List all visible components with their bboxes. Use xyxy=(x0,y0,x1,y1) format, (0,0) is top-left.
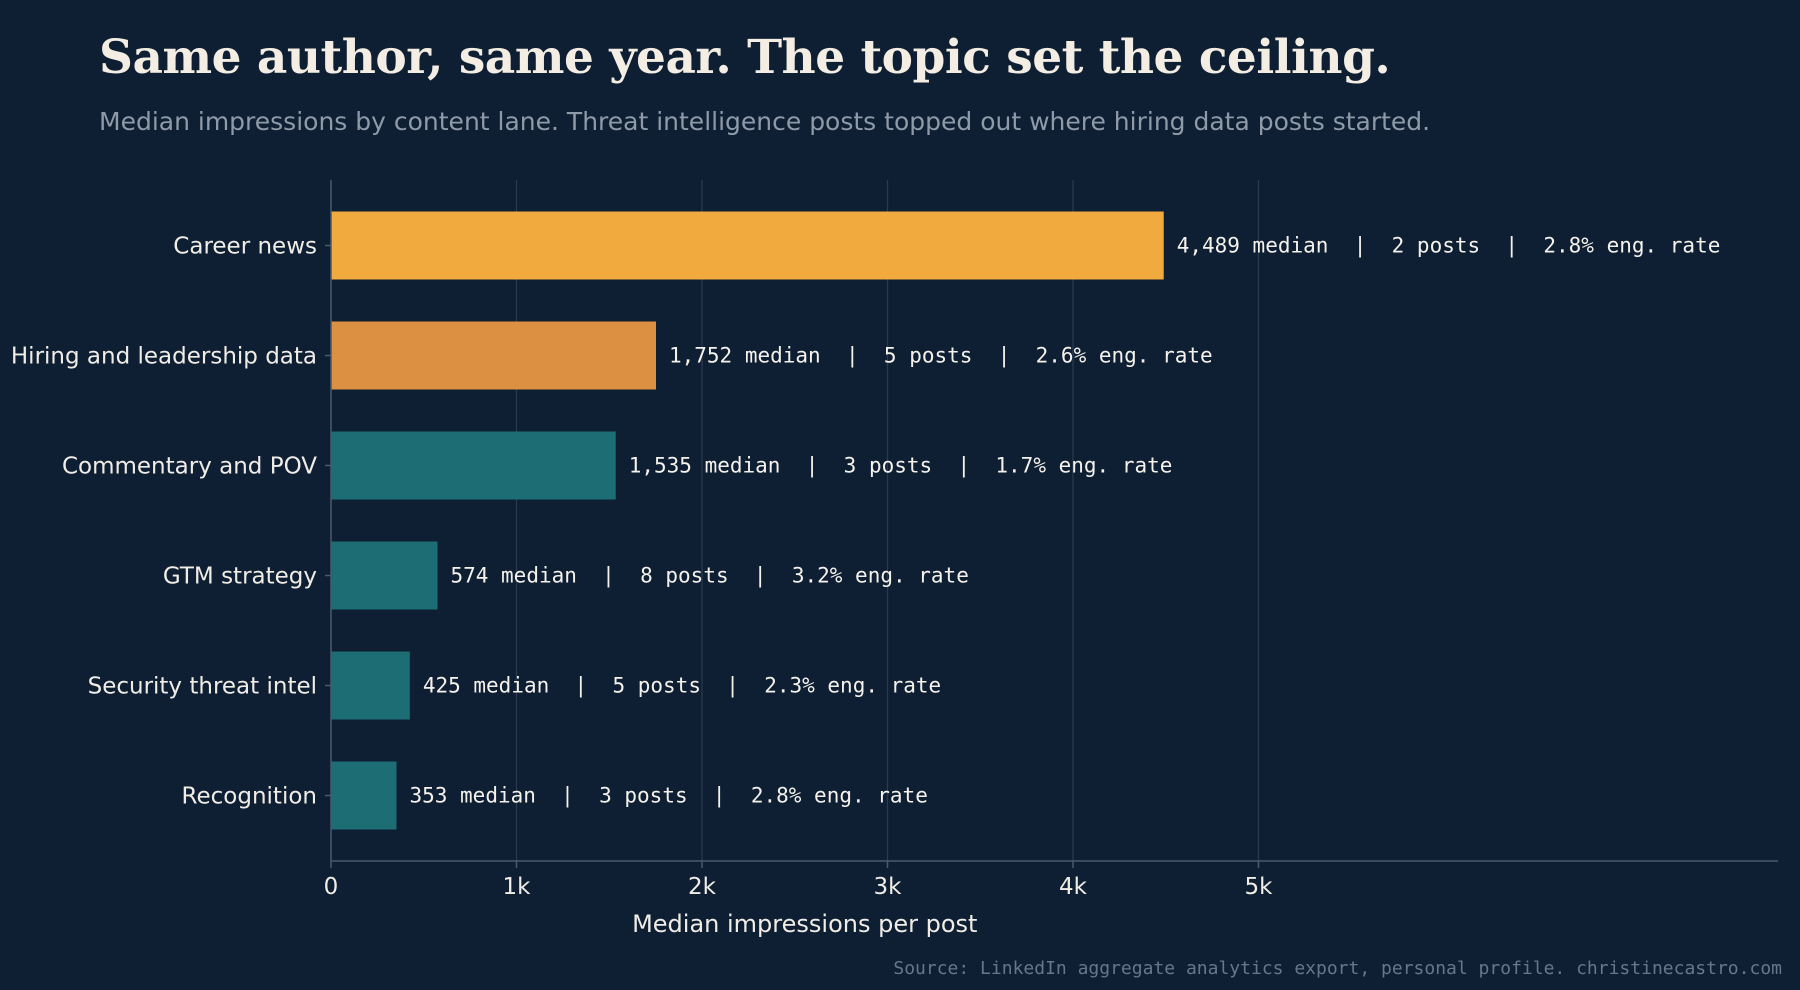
x-tick-label: 5k xyxy=(1245,874,1274,900)
bar xyxy=(331,761,397,830)
bar xyxy=(331,211,1164,280)
x-tick-label: 1k xyxy=(503,874,532,900)
axes: 0 1k 2k 3k 4k 5k xyxy=(324,180,1778,900)
x-tick-label: 4k xyxy=(1059,874,1088,900)
bars xyxy=(331,211,1164,830)
category-label: Career news xyxy=(173,234,317,260)
x-tick-label: 0 xyxy=(324,874,339,900)
x-axis-title: Median impressions per post xyxy=(632,910,977,938)
category-label: GTM strategy xyxy=(163,564,317,590)
data-label: 1,752 median | 5 posts | 2.6% eng. rate xyxy=(669,344,1213,369)
bar xyxy=(331,321,656,390)
source-note: Source: LinkedIn aggregate analytics exp… xyxy=(893,958,1782,979)
category-label: Security threat intel xyxy=(88,674,317,700)
gridlines xyxy=(515,180,1260,861)
data-label: 4,489 median | 2 posts | 2.8% eng. rate xyxy=(1177,234,1721,259)
category-label: Recognition xyxy=(182,784,317,810)
bar xyxy=(331,651,410,720)
data-label: 1,535 median | 3 posts | 1.7% eng. rate xyxy=(629,454,1173,479)
chart-title: Same author, same year. The topic set th… xyxy=(99,30,1391,85)
bar xyxy=(331,541,438,610)
category-label: Commentary and POV xyxy=(62,454,317,480)
x-tick-label: 2k xyxy=(688,874,717,900)
data-label: 353 median | 3 posts | 2.8% eng. rate xyxy=(409,784,927,809)
x-tick-label: 3k xyxy=(874,874,903,900)
data-label: 574 median | 8 posts | 3.2% eng. rate xyxy=(450,564,968,589)
bar xyxy=(331,431,616,500)
labels: Career news 4,489 median | 2 posts | 2.8%… xyxy=(11,234,1720,939)
data-label: 425 median | 5 posts | 2.3% eng. rate xyxy=(423,674,941,699)
chart-subtitle: Median impressions by content lane. Thre… xyxy=(99,107,1431,136)
category-label: Hiring and leadership data xyxy=(11,344,317,370)
